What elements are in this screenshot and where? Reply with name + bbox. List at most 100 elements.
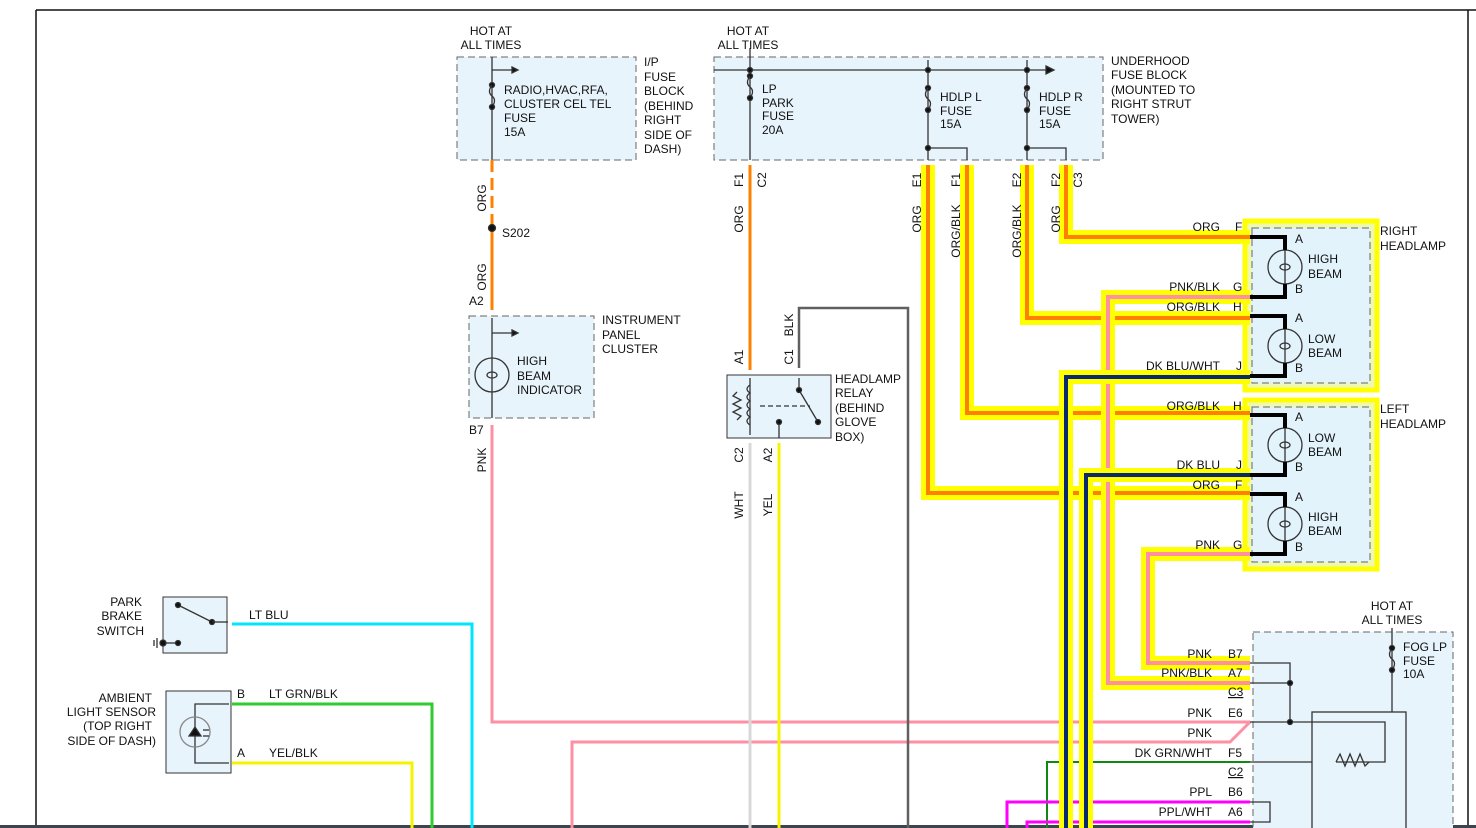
bulb-label: LOW xyxy=(1308,431,1336,445)
component-name: GLOVE xyxy=(835,415,876,429)
component-name: LIGHT SENSOR xyxy=(67,705,156,719)
coil-lead xyxy=(1312,721,1386,763)
underhood-fuse-icon xyxy=(746,75,754,99)
coil-icon xyxy=(1335,752,1370,768)
wire-color-label: LT BLU xyxy=(249,608,289,622)
bulb-label: BEAM xyxy=(1308,445,1342,459)
branch-node xyxy=(1023,144,1031,152)
pin-label: E1 xyxy=(910,172,924,187)
wire-lt-grn-blk xyxy=(232,702,434,828)
wire-color-label: BLK xyxy=(782,314,796,337)
pin-label: A2 xyxy=(761,447,775,462)
relay-switch-arm xyxy=(798,389,819,423)
component-name: LEFT xyxy=(1380,402,1410,416)
fog-module-box[interactable] xyxy=(1252,631,1454,828)
fuse-label: 15A xyxy=(940,117,961,131)
pin-label: F5 xyxy=(1228,746,1242,760)
pin-label: A xyxy=(1295,311,1303,325)
pin-label: A7 xyxy=(1228,666,1243,680)
fog-relay-outline xyxy=(1311,711,1407,828)
left-headlamp-labels: LEFT HEADLAMP ORG/BLK H DK BLU J ORG F P… xyxy=(1167,399,1446,554)
pin-label: C2 xyxy=(1228,765,1244,779)
fuse-label: FOG LP xyxy=(1403,640,1447,654)
arrow-icon xyxy=(511,328,520,338)
left-headlamp-box[interactable] xyxy=(1251,406,1371,563)
lamp-lead xyxy=(1250,235,1287,250)
pin-label: A6 xyxy=(1228,805,1243,819)
pin-label: G xyxy=(1233,280,1242,294)
component-name: AMBIENT xyxy=(99,691,153,705)
wire-dk-blu xyxy=(1084,473,1250,828)
ip-fuse-block-box[interactable] xyxy=(456,56,637,161)
wire-org-blk-right-low xyxy=(1025,165,1250,320)
fuse-label: LP xyxy=(762,82,777,96)
block-name: BLOCK xyxy=(644,84,685,98)
instrument-panel-cluster-box[interactable] xyxy=(468,315,595,419)
pin-label: E2 xyxy=(1010,172,1024,187)
wire-color-label: ORG/BLK xyxy=(1167,399,1220,413)
switch-arm-icon xyxy=(177,604,213,623)
contact xyxy=(174,639,182,647)
wire-org-blk-left-low xyxy=(965,165,1250,415)
pin-label: A2 xyxy=(469,294,484,308)
park-brake-switch-labels: PARK BRAKE SWITCH LT BLU xyxy=(97,595,289,638)
wire-pnk-ipc xyxy=(490,425,1250,724)
hot-label: ALL TIMES xyxy=(461,38,522,52)
wire-color-label: PNK xyxy=(1187,726,1212,740)
underhood-fuse-block-box[interactable] xyxy=(713,56,1104,161)
wire-color-label: ORG xyxy=(475,184,489,211)
ip-fuse-block-labels: HOT AT ALL TIMES RADIO,HVAC,RFA, CLUSTER… xyxy=(461,24,694,291)
wire-color-label: DK BLU/WHT xyxy=(1146,359,1221,373)
pin-label: B xyxy=(1295,361,1303,375)
wire-color-label: PNK xyxy=(475,448,489,473)
fuse-label: PARK xyxy=(762,96,794,110)
fuse-label: FUSE xyxy=(762,109,794,123)
underhood-fuse-icon xyxy=(1023,87,1031,111)
lamp-lead xyxy=(1250,492,1287,507)
wire-color-label: LT GRN/BLK xyxy=(269,687,338,701)
wire-color-label: PNK xyxy=(1187,706,1212,720)
component-name: SIDE OF DASH) xyxy=(67,734,156,748)
component-name: RELAY xyxy=(835,386,873,400)
component-name: BOX) xyxy=(835,430,864,444)
park-brake-switch-box[interactable] xyxy=(162,596,228,654)
contact xyxy=(174,601,182,609)
block-name: TOWER) xyxy=(1111,112,1159,126)
fuse-label: FUSE xyxy=(504,111,536,125)
splice-label: S202 xyxy=(502,226,530,240)
fuse-label: CLUSTER CEL TEL xyxy=(504,97,612,111)
bus-node xyxy=(1023,66,1031,74)
fuse-label: FUSE xyxy=(1039,104,1071,118)
fuse-branch xyxy=(928,147,968,160)
right-headlamp-labels: RIGHT HEADLAMP ORG F PNK/BLK G ORG/BLK H… xyxy=(1146,220,1446,375)
bottom-scroll-edge[interactable] xyxy=(0,825,1476,828)
headlamp-bulb-filament xyxy=(1279,263,1291,271)
node xyxy=(1286,679,1294,687)
wire-lt-blu xyxy=(232,622,474,828)
wire-ppl-wht xyxy=(1025,820,1250,828)
pin-label: C3 xyxy=(1228,685,1244,699)
fuse-label: 15A xyxy=(504,125,525,139)
bulb-label: HIGH xyxy=(1308,510,1338,524)
photodiode-icon xyxy=(179,716,211,748)
bus-node xyxy=(924,66,932,74)
component-name: INSTRUMENT xyxy=(602,313,681,327)
instrument-panel-cluster-labels: A2 B7 HIGH BEAM INDICATOR INSTRUMENT PAN… xyxy=(469,294,681,472)
block-name: FUSE xyxy=(644,70,676,84)
ambient-light-sensor-labels: AMBIENT LIGHT SENSOR (TOP RIGHT SIDE OF … xyxy=(67,687,338,760)
wire-color-label: ORG/BLK xyxy=(1010,204,1024,257)
fuse-terminal xyxy=(1388,666,1396,674)
pin-label: J xyxy=(1236,359,1242,373)
wire-org-right-high-highlight xyxy=(1059,165,1250,244)
pin-label: A1 xyxy=(732,349,746,364)
component-name: (TOP RIGHT xyxy=(83,719,153,733)
photodiode-icon xyxy=(187,725,203,737)
pin-label: A xyxy=(1295,232,1303,246)
wire-ppl xyxy=(1005,800,1250,828)
pin-label: B7 xyxy=(1228,647,1243,661)
fuse-label: HDLP R xyxy=(1039,90,1083,104)
component-boxes xyxy=(162,56,1454,828)
pin-label: F2 xyxy=(1049,173,1063,187)
pin-label: A xyxy=(1295,490,1303,504)
pin-label: F1 xyxy=(949,173,963,187)
